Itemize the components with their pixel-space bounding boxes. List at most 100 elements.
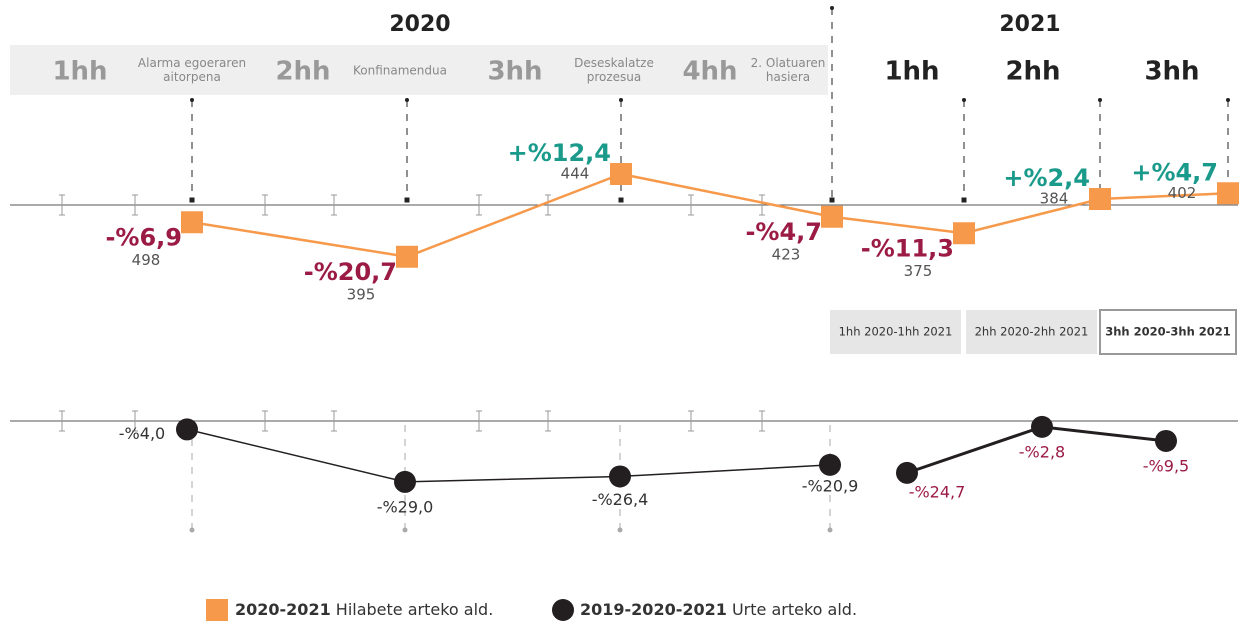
tab[interactable]: 2hh 2020-2hh 2021	[966, 310, 1097, 354]
marker	[1217, 182, 1239, 205]
value-label: -%4,0	[119, 424, 165, 443]
axis-tick	[476, 194, 482, 216]
event-label: 2. Olatuaren hasiera	[751, 56, 826, 84]
value-label: 444	[561, 165, 590, 183]
axis-tick	[262, 194, 268, 216]
axis-tick	[59, 410, 65, 432]
guide-dot	[1226, 98, 1230, 102]
axis-tick	[331, 410, 337, 432]
axis-tick	[688, 410, 694, 432]
marker	[1155, 429, 1177, 452]
year-label: 2021	[999, 12, 1060, 37]
axis-tick	[132, 410, 138, 432]
axis-tick	[262, 410, 268, 432]
change-label: -%20,7	[304, 258, 397, 286]
axis-tick	[331, 194, 337, 216]
marker	[896, 461, 918, 484]
event-label: Deseskalatze prozesua	[574, 56, 654, 84]
line	[186, 428, 831, 483]
marker	[610, 163, 632, 185]
value-label: -%26,4	[592, 490, 649, 509]
change-label: +%2,4	[1003, 164, 1090, 192]
quarter-label: 3hh	[1144, 57, 1199, 87]
legend-name: Urte arteko ald.	[732, 600, 857, 619]
legend-period: 2019-2020-2021	[580, 600, 727, 619]
value-label: -%20,9	[802, 476, 859, 495]
quarter-label: 2hh	[275, 57, 330, 87]
event-label: Alarma egoeraren aitorpena	[138, 56, 246, 84]
value-label: 498	[132, 251, 161, 269]
axis-tick	[545, 410, 551, 432]
guide-end	[961, 197, 967, 203]
guide-dot	[189, 527, 195, 533]
marker	[819, 453, 841, 476]
guide-end	[404, 197, 410, 203]
guide-dot	[405, 98, 409, 102]
guide-dot	[190, 98, 194, 102]
guide-end	[829, 197, 835, 203]
axis-tick	[759, 194, 765, 216]
guide-end	[189, 197, 195, 203]
value-label: 402	[1168, 184, 1197, 202]
legend-label: 2020-2021 Hilabete arteko ald.	[235, 600, 493, 619]
quarter-label: 1hh	[884, 57, 939, 87]
value-label: -%9,5	[1143, 456, 1189, 475]
legend-period: 2020-2021	[235, 600, 331, 619]
axis-tick	[59, 194, 65, 216]
guide-dot	[827, 527, 833, 533]
value-label: -%24,7	[909, 482, 966, 501]
legend-name: Hilabete arteko ald.	[336, 600, 494, 619]
marker	[394, 470, 416, 493]
axis-tick	[545, 194, 551, 216]
axis-tick	[759, 410, 765, 432]
change-label: +%12,4	[508, 139, 611, 167]
marker	[953, 222, 975, 245]
value-label: -%2,8	[1019, 442, 1065, 461]
tab-label: 2hh 2020-2hh 2021	[975, 325, 1089, 339]
axis-tick	[476, 410, 482, 432]
tab[interactable]: 3hh 2020-3hh 2021	[1099, 309, 1237, 355]
value-label: 395	[347, 285, 376, 303]
marker	[181, 211, 203, 234]
change-label: +%4,7	[1131, 158, 1218, 186]
axis-tick	[132, 194, 138, 216]
marker	[176, 418, 198, 441]
guide-dot	[619, 98, 623, 102]
quarter-label: 2hh	[1005, 57, 1060, 87]
value-label: -%29,0	[377, 497, 434, 516]
marker	[396, 245, 418, 268]
legend-swatch	[552, 599, 574, 621]
event-label: Konfinamendua	[353, 64, 447, 78]
tab[interactable]: 1hh 2020-1hh 2021	[830, 310, 961, 354]
value-label: 384	[1040, 190, 1069, 208]
value-label: 423	[772, 245, 801, 263]
guide-dot	[1098, 98, 1102, 102]
axis-tick	[688, 194, 694, 216]
tab-bg	[1099, 309, 1237, 355]
legend-label: 2019-2020-2021 Urte arteko ald.	[580, 600, 857, 619]
legend-swatch	[206, 599, 228, 621]
quarter-label: 1hh	[52, 57, 107, 87]
marker	[1089, 188, 1111, 210]
quarter-label: 4hh	[682, 57, 737, 87]
tab-label: 1hh 2020-1hh 2021	[839, 325, 953, 339]
marker	[821, 205, 843, 228]
change-label: -%11,3	[861, 234, 954, 262]
marker	[1031, 415, 1053, 438]
guide-dot	[617, 527, 623, 533]
guide-dot	[962, 98, 966, 102]
year-label: 2020	[389, 12, 450, 37]
guide-dot	[830, 6, 834, 10]
tab-label: 3hh 2020-3hh 2021	[1105, 325, 1231, 339]
header-band	[10, 45, 828, 95]
quarter-label: 3hh	[487, 57, 542, 87]
tab-bg	[966, 310, 1097, 354]
tab-bg	[830, 310, 961, 354]
change-label: -%6,9	[105, 223, 182, 251]
change-label: -%4,7	[745, 218, 822, 246]
marker	[609, 465, 631, 488]
guide-end	[618, 197, 624, 203]
value-label: 375	[904, 262, 933, 280]
guide-dot	[402, 527, 408, 533]
